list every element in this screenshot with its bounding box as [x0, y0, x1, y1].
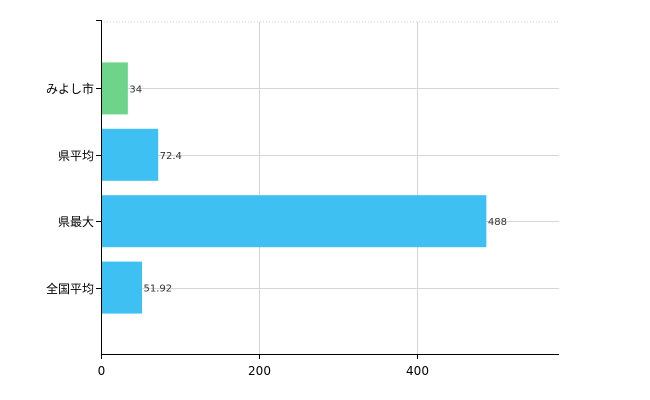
x-tick-label-200: 200 — [248, 364, 271, 378]
grid-layer — [101, 21, 559, 354]
bar-1 — [101, 128, 159, 181]
axis-layer — [96, 20, 559, 359]
data-label-2: 488 — [488, 217, 507, 228]
y-tick-label-0: みよし市 — [46, 81, 94, 96]
data-label-0: 34 — [129, 84, 142, 95]
y-tick-label-3: 全国平均 — [46, 281, 94, 296]
bar-3 — [101, 261, 142, 314]
data-label-1: 72.4 — [160, 151, 182, 162]
y-tick-label-1: 県平均 — [58, 149, 94, 163]
x-tick-label-400: 400 — [406, 364, 429, 378]
x-tick-label-0: 0 — [98, 364, 106, 378]
y-tick-label-2: 県最大 — [58, 215, 94, 229]
bar-2 — [101, 195, 487, 248]
bar-layer — [101, 62, 487, 314]
data-label-3: 51.92 — [143, 284, 172, 295]
bar-0 — [101, 62, 128, 115]
